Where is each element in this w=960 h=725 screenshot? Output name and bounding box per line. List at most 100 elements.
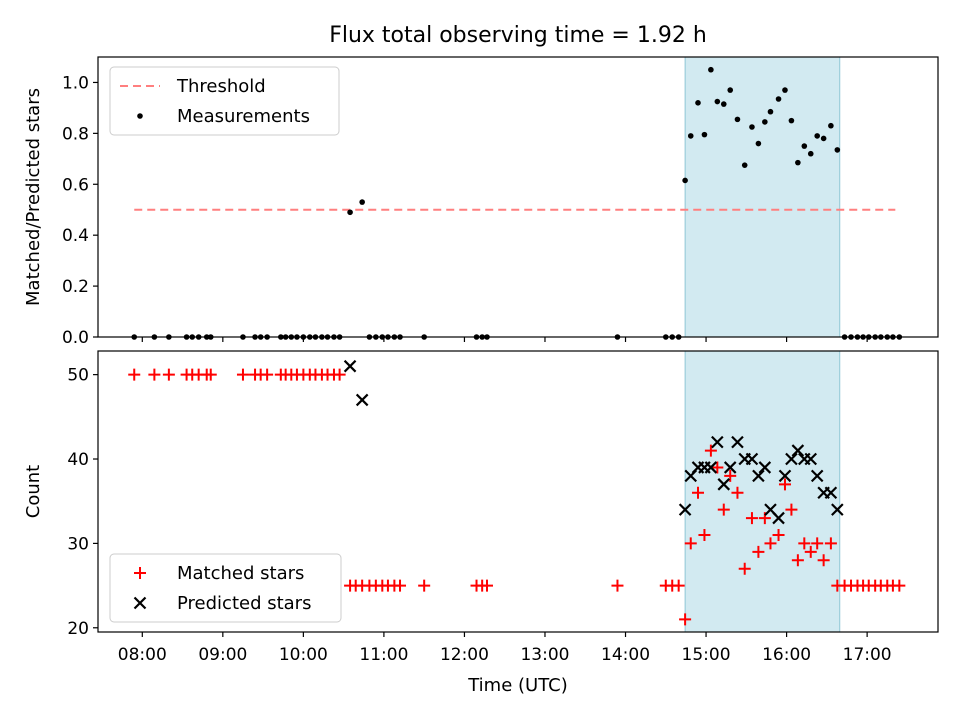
data-point xyxy=(711,435,724,449)
data-point xyxy=(778,478,791,491)
data-point xyxy=(741,162,748,168)
data-point xyxy=(672,579,685,592)
data-point xyxy=(731,486,744,499)
legend-marker xyxy=(133,596,147,610)
data-point xyxy=(752,545,765,558)
x-axis-label: Time (UTC) xyxy=(467,675,568,696)
data-point xyxy=(355,393,369,407)
legend-box xyxy=(109,66,340,136)
y-tick-label: 0.8 xyxy=(62,124,89,144)
x-tick-label: 17:00 xyxy=(843,645,892,665)
data-point xyxy=(698,528,711,541)
data-point xyxy=(752,469,765,483)
data-point xyxy=(704,461,718,474)
data-point xyxy=(785,452,798,466)
observing-window-band xyxy=(684,56,841,338)
y-tick-label: 0.2 xyxy=(62,277,89,297)
x-tick-label: 16:00 xyxy=(762,645,811,665)
data-point xyxy=(785,503,798,516)
data-point xyxy=(782,87,788,93)
y-tick-label: 50 xyxy=(67,366,89,386)
data-point xyxy=(717,478,731,491)
data-point xyxy=(359,199,365,205)
x-tick-label: 11:00 xyxy=(359,645,408,665)
data-point xyxy=(791,444,805,457)
data-point xyxy=(204,368,217,381)
legend-label: Predicted stars xyxy=(177,593,311,614)
data-point xyxy=(772,511,785,525)
data-point xyxy=(811,537,824,550)
data-point xyxy=(724,469,737,482)
data-point xyxy=(692,486,704,499)
legend-label: Matched stars xyxy=(177,563,304,584)
data-point xyxy=(704,444,717,457)
legend: Threshold Measurements xyxy=(109,66,340,136)
legend-box xyxy=(109,553,342,623)
data-point xyxy=(701,131,708,138)
data-point xyxy=(687,133,694,139)
data-point xyxy=(343,359,357,373)
data-point xyxy=(731,435,744,449)
series-predicted-stars xyxy=(343,359,844,525)
data-point xyxy=(682,177,688,184)
legend-marker xyxy=(137,113,143,119)
count-panel: 20 30 40 50 08:00 09:00 10:00 11:00 12:00 13:00 14… xyxy=(23,350,939,665)
series-measurements xyxy=(131,66,903,340)
x-tick-label: 10:00 xyxy=(279,645,328,665)
y-tick-label: 30 xyxy=(67,534,89,554)
legend: Matched stars Predicted stars xyxy=(109,553,342,623)
data-point xyxy=(778,469,792,483)
y-axis-label: Matched/Predicted stars xyxy=(23,88,44,306)
data-point xyxy=(775,96,782,102)
data-point xyxy=(807,150,814,157)
data-point xyxy=(893,579,906,592)
data-point xyxy=(791,554,804,567)
series-matched-stars xyxy=(128,368,906,626)
data-point xyxy=(717,503,730,516)
data-point xyxy=(758,461,772,474)
data-point xyxy=(745,452,759,466)
axes-frame xyxy=(97,350,939,633)
x-tick-label: 12:00 xyxy=(440,645,489,665)
data-point xyxy=(738,562,751,575)
data-point xyxy=(795,159,801,166)
data-point xyxy=(749,124,755,130)
y-tick-label: 0.0 xyxy=(62,328,89,348)
y-tick-label: 40 xyxy=(67,450,89,470)
data-point xyxy=(824,486,838,500)
axes-frame xyxy=(97,56,939,338)
data-point xyxy=(734,116,741,123)
data-point xyxy=(695,100,701,106)
data-point xyxy=(611,579,624,592)
data-point xyxy=(720,101,727,107)
data-point xyxy=(762,119,768,125)
observing-window-band xyxy=(684,350,841,633)
data-point xyxy=(678,503,692,516)
y-tick-label: 20 xyxy=(67,619,89,639)
legend-marker xyxy=(134,567,146,579)
data-point xyxy=(824,537,837,550)
data-point xyxy=(764,537,777,550)
legend-label: Measurements xyxy=(177,106,310,127)
y-tick-label: 1.0 xyxy=(62,73,89,93)
data-point xyxy=(788,117,795,124)
x-tick-label: 13:00 xyxy=(520,645,569,665)
data-point xyxy=(810,469,824,483)
ratio-panel: 0.0 0.2 0.4 0.6 0.8 1.0 Matched/Predicted star… xyxy=(23,56,939,348)
data-point xyxy=(261,368,274,381)
data-point xyxy=(333,368,346,381)
data-point xyxy=(772,528,785,541)
data-point xyxy=(723,461,737,474)
data-point xyxy=(798,537,811,550)
data-point xyxy=(418,579,431,592)
data-point xyxy=(831,503,844,516)
data-point xyxy=(745,512,758,525)
data-point xyxy=(727,87,734,93)
data-point xyxy=(684,537,697,550)
data-point xyxy=(236,368,249,381)
legend-label: Threshold xyxy=(176,76,266,97)
x-tick-label: 08:00 xyxy=(118,645,167,665)
data-point xyxy=(711,461,724,474)
